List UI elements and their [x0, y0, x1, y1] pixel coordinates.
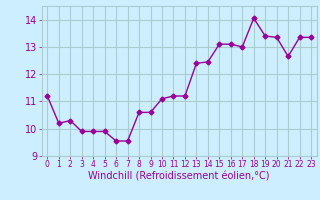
X-axis label: Windchill (Refroidissement éolien,°C): Windchill (Refroidissement éolien,°C) [88, 172, 270, 182]
